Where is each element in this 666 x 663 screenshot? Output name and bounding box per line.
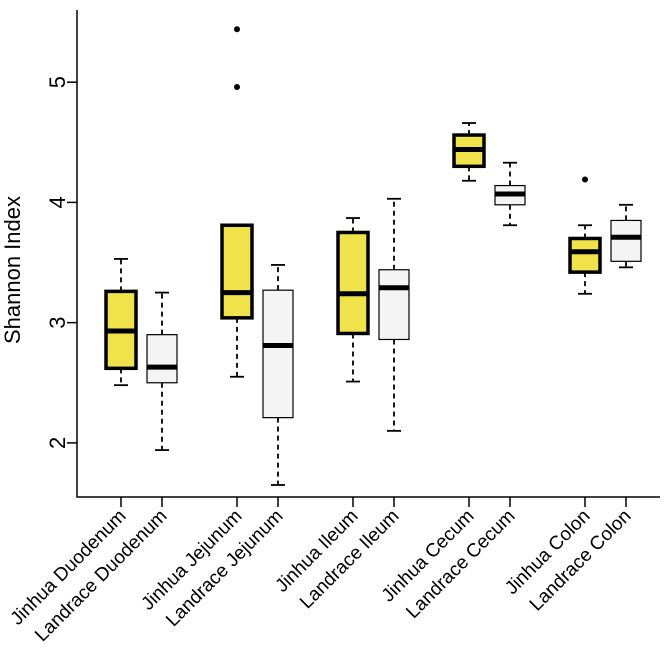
- box-8: [494, 161, 526, 507]
- box-1: [104, 258, 138, 507]
- y-tick-label: 5: [45, 76, 70, 88]
- iqr-box: [568, 236, 602, 274]
- iqr-box: [220, 223, 254, 320]
- box-10: [610, 203, 642, 507]
- y-tick-label: 2: [45, 437, 70, 449]
- iqr-box: [336, 230, 370, 336]
- box-6: [378, 197, 410, 507]
- iqr-box: [262, 289, 294, 419]
- y-tick-label: 4: [45, 196, 70, 208]
- y-axis-title: Shannon Index: [0, 196, 25, 344]
- box-7: [452, 122, 486, 507]
- outlier-point: [582, 176, 588, 183]
- box-5: [336, 217, 370, 507]
- iqr-box: [610, 219, 642, 262]
- box-2: [146, 291, 178, 507]
- y-tick-label: 3: [45, 317, 70, 329]
- boxes: [104, 26, 642, 507]
- iqr-box: [146, 334, 178, 384]
- y-ticks: 2 3 4 5: [45, 76, 77, 449]
- axis-frame: [76, 10, 660, 498]
- outlier-point: [234, 26, 240, 33]
- iqr-box: [378, 269, 410, 341]
- box-3: [220, 26, 254, 507]
- outlier-point: [234, 83, 240, 90]
- box-4: [262, 264, 294, 507]
- box-9: [568, 176, 602, 507]
